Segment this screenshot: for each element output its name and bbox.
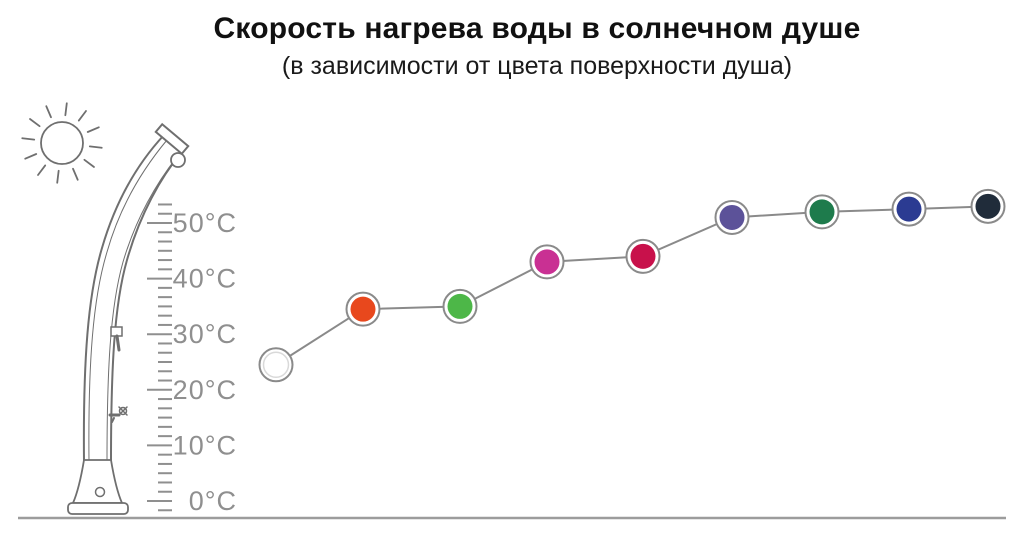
heating-curve-line bbox=[275, 205, 989, 366]
sun-ray bbox=[37, 164, 47, 176]
temp-scale-label: 0°C bbox=[189, 486, 237, 516]
sun-ray bbox=[64, 102, 68, 117]
shower-handle-icon bbox=[110, 326, 123, 352]
sun-ray bbox=[29, 118, 41, 128]
marker-fill-magenta-pink bbox=[534, 249, 560, 275]
heating-curve bbox=[258, 188, 1006, 383]
chart-subtitle: (в зависимости от цвета поверхности душа… bbox=[281, 52, 793, 80]
sun-ray bbox=[83, 158, 95, 168]
data-point-green bbox=[442, 288, 478, 324]
marker-fill-purple bbox=[719, 204, 745, 230]
data-point-purple bbox=[714, 199, 750, 235]
thermometer-scale: 0°C 10°C 20°C 30°C 40°C 50°C bbox=[147, 203, 237, 516]
data-point-royal-blue bbox=[891, 191, 927, 227]
sun-icon bbox=[21, 102, 103, 184]
temp-scale-label: 10°C bbox=[173, 430, 237, 460]
temp-scale-label: 20°C bbox=[173, 375, 237, 405]
data-point-dark-navy bbox=[970, 188, 1006, 224]
sun-ray bbox=[45, 105, 52, 119]
temp-scale-label: 50°C bbox=[173, 208, 237, 238]
sun-ray bbox=[72, 167, 79, 181]
chart-title: Скорость нагрева воды в солнечном душе bbox=[213, 12, 861, 45]
marker-fill-crimson bbox=[630, 243, 656, 269]
marker-fill-royal-blue bbox=[896, 196, 922, 222]
marker-fill-white bbox=[262, 351, 290, 379]
temp-scale-label: 30°C bbox=[173, 319, 237, 349]
chart-header: Скорость нагрева воды в солнечном душе (… bbox=[50, 12, 1024, 81]
shower-top-cap bbox=[154, 122, 190, 156]
solar-shower-illustration bbox=[67, 122, 190, 515]
shower-head-icon bbox=[170, 152, 186, 168]
data-point-crimson bbox=[625, 238, 661, 274]
sun-ray bbox=[56, 169, 60, 184]
data-point-dark-green bbox=[804, 194, 840, 230]
shower-tap-icon bbox=[108, 406, 128, 423]
sun-ray bbox=[77, 110, 87, 122]
marker-fill-dark-navy bbox=[975, 193, 1001, 219]
sun-ray bbox=[21, 137, 36, 141]
marker-fill-green bbox=[447, 293, 473, 319]
data-point-white bbox=[258, 347, 294, 383]
sun-ray bbox=[86, 126, 100, 133]
temp-scale-label: 40°C bbox=[173, 264, 237, 294]
marker-fill-dark-green bbox=[809, 199, 835, 225]
data-point-orange-red bbox=[345, 291, 381, 327]
sun-ray bbox=[88, 145, 103, 149]
data-point-magenta-pink bbox=[529, 244, 565, 280]
sun-ray bbox=[24, 153, 38, 160]
marker-fill-orange-red bbox=[350, 296, 376, 322]
